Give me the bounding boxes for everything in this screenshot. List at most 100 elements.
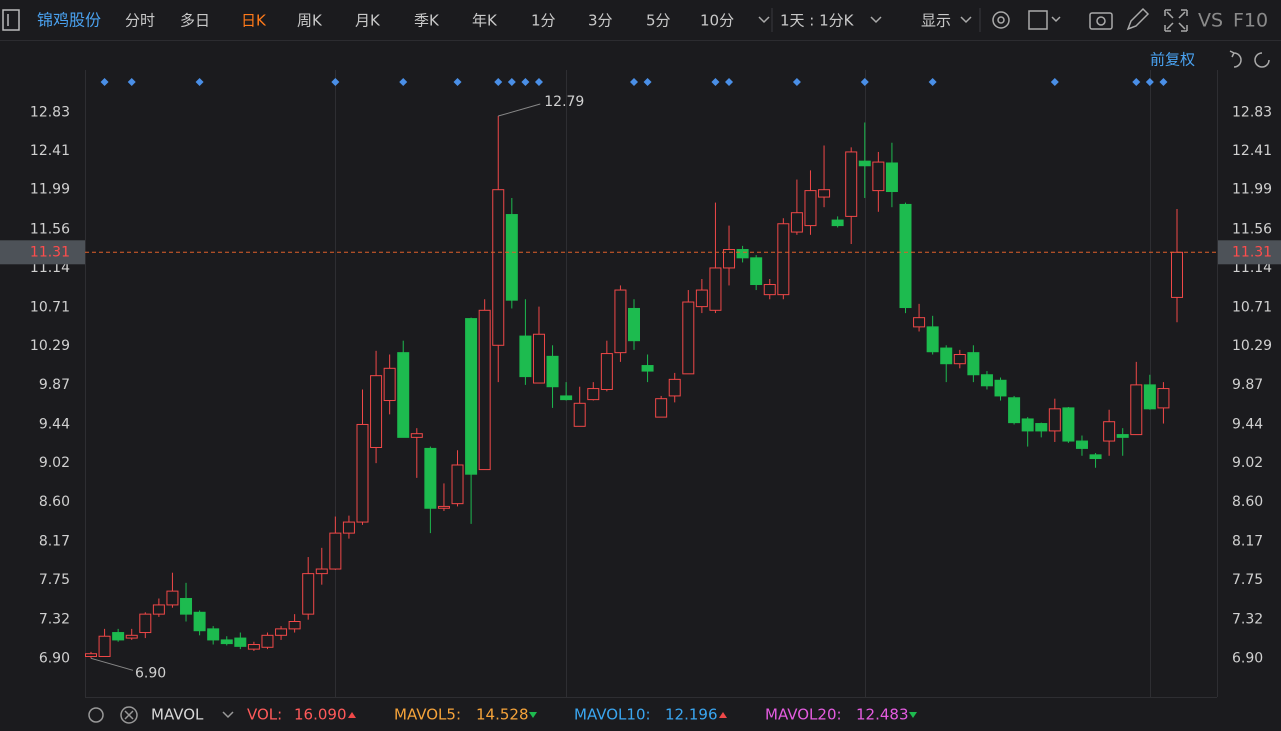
- candle-body: [818, 189, 831, 198]
- y-tick-label: 11.99: [30, 182, 70, 198]
- period-tab[interactable]: 10分: [700, 12, 734, 30]
- more-chevron[interactable]: [758, 16, 770, 24]
- event-marker[interactable]: [630, 78, 638, 86]
- indicator-value: 12.196: [665, 706, 718, 724]
- candle-body: [614, 289, 627, 354]
- candle-body: [465, 318, 478, 475]
- candle-body: [790, 212, 803, 233]
- candle-body: [967, 352, 980, 376]
- indicator-settings[interactable]: [88, 707, 104, 723]
- event-marker[interactable]: [195, 78, 204, 86]
- combo-select[interactable]: 1天 : 1分K: [780, 12, 855, 30]
- y-tick-label: 12.41: [30, 143, 70, 159]
- candle-body: [166, 590, 179, 606]
- candle-body: [410, 433, 423, 438]
- y-tick-label-right: 9.87: [1232, 377, 1263, 393]
- event-marker[interactable]: [399, 78, 408, 86]
- period-tab[interactable]: 1分: [531, 12, 556, 30]
- event-marker[interactable]: [711, 78, 720, 86]
- event-marker[interactable]: [1145, 78, 1154, 86]
- candle-body: [641, 365, 654, 372]
- candle-body: [546, 355, 559, 388]
- event-marker[interactable]: [494, 78, 503, 86]
- vs-button[interactable]: VS: [1198, 10, 1223, 32]
- candle-body: [329, 532, 342, 570]
- event-marker[interactable]: [928, 78, 937, 86]
- y-tick-label-right: 9.44: [1232, 416, 1263, 432]
- camera-icon[interactable]: [1089, 12, 1113, 30]
- indicator-value: 12.483: [856, 706, 909, 724]
- period-tab[interactable]: 5分: [646, 12, 671, 30]
- event-marker[interactable]: [100, 78, 109, 86]
- candle-body: [125, 634, 138, 639]
- candle-body: [763, 284, 776, 296]
- candle-body: [397, 352, 410, 438]
- y-tick-label: 10.71: [30, 300, 70, 316]
- candle-body: [1130, 384, 1143, 436]
- y-tick-label-right: 6.90: [1232, 650, 1263, 666]
- candle-body: [152, 604, 165, 615]
- candle-body: [112, 632, 125, 641]
- candle-body: [193, 611, 206, 632]
- candle-body: [926, 326, 939, 353]
- candle-body: [655, 398, 668, 418]
- candle-body: [628, 307, 640, 342]
- indicator-close[interactable]: [120, 706, 138, 724]
- y-tick-label: 6.90: [39, 650, 70, 666]
- reset-icon[interactable]: [1229, 50, 1242, 68]
- y-tick-label-right: 11.99: [1232, 182, 1272, 198]
- candle-body: [831, 219, 844, 227]
- candle-body: [600, 353, 613, 390]
- period-tab[interactable]: 周K: [297, 12, 323, 30]
- period-tab[interactable]: 日K: [241, 12, 267, 30]
- candle-body: [383, 367, 396, 402]
- candle-body: [682, 301, 695, 375]
- pen-icon[interactable]: [1126, 7, 1150, 31]
- candle-body: [804, 190, 817, 227]
- event-marker[interactable]: [521, 78, 530, 86]
- event-marker[interactable]: [643, 78, 652, 86]
- indicator-close-x: [124, 710, 134, 720]
- y-tick-label: 10.29: [30, 338, 70, 354]
- refresh-icon[interactable]: [1254, 52, 1270, 68]
- event-marker[interactable]: [453, 78, 462, 86]
- indicator-label: MAVOL5:: [394, 706, 461, 724]
- event-marker[interactable]: [1132, 78, 1141, 86]
- event-marker[interactable]: [725, 78, 734, 86]
- candle-body: [85, 653, 97, 657]
- layout-icon[interactable]: [1028, 10, 1048, 30]
- event-marker[interactable]: [127, 78, 136, 86]
- stock-name[interactable]: 锦鸡股份: [37, 11, 101, 30]
- candle-body: [261, 634, 274, 648]
- menu-icon[interactable]: [2, 9, 20, 31]
- settings-icon[interactable]: [992, 11, 1010, 29]
- event-marker[interactable]: [792, 78, 801, 86]
- event-marker[interactable]: [860, 78, 869, 86]
- fullscreen-icon[interactable]: [1164, 9, 1188, 32]
- period-tab[interactable]: 年K: [472, 12, 498, 30]
- candle-body: [207, 628, 220, 641]
- y-tick-label-right: 12.83: [1232, 104, 1272, 120]
- event-marker[interactable]: [534, 78, 543, 86]
- display-menu[interactable]: 显示: [921, 12, 951, 30]
- period-tab[interactable]: 多日: [180, 12, 210, 30]
- indicator-label: MAVOL20:: [765, 706, 842, 724]
- period-tab[interactable]: 月K: [355, 12, 381, 30]
- candle-body: [492, 189, 505, 346]
- candle-body: [275, 628, 288, 636]
- event-marker[interactable]: [1159, 78, 1168, 86]
- trend-arrow: [348, 712, 356, 718]
- event-marker[interactable]: [331, 78, 340, 86]
- event-marker[interactable]: [1050, 78, 1059, 86]
- f10-button[interactable]: F10: [1233, 10, 1268, 32]
- event-marker[interactable]: [507, 78, 516, 86]
- indicator-label: MAVOL10:: [574, 706, 651, 724]
- indicator-name[interactable]: MAVOL: [151, 706, 204, 724]
- candle-body: [451, 464, 464, 505]
- period-tab[interactable]: 季K: [414, 12, 440, 30]
- period-tab[interactable]: 分时: [125, 12, 155, 30]
- period-tab[interactable]: 3分: [588, 12, 613, 30]
- adjust-toggle[interactable]: 前复权: [1150, 51, 1195, 69]
- candle-body: [1021, 418, 1034, 432]
